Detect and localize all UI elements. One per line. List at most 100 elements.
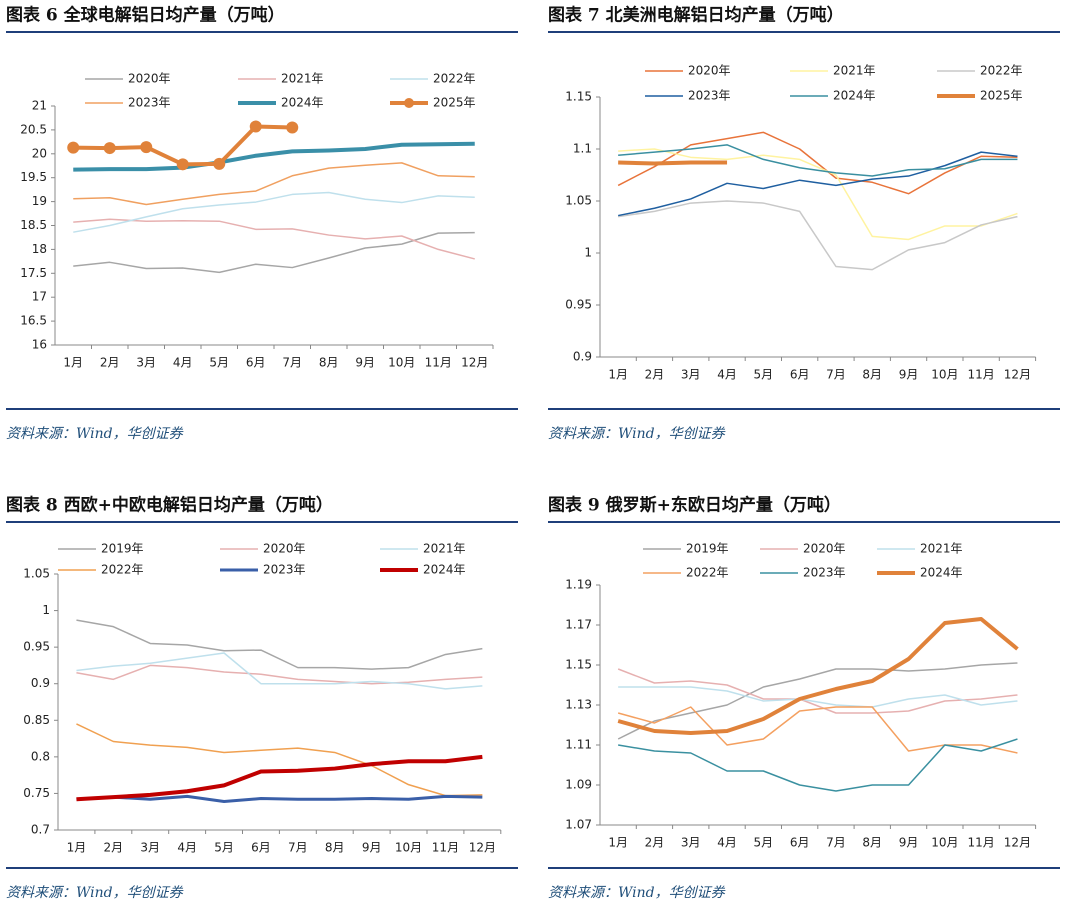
- series-line: [617, 662, 1018, 740]
- x-tick-label: 8月: [325, 841, 345, 855]
- x-tick-label: 3月: [136, 356, 156, 370]
- legend-label: 2025年: [980, 89, 1023, 103]
- x-tick-label: 6月: [790, 368, 810, 382]
- legend-label: 2022年: [980, 64, 1023, 78]
- y-tick-label: 16: [32, 338, 47, 352]
- x-tick-label: 6月: [246, 356, 266, 370]
- source-note: 资料来源：Wind，华创证券: [548, 885, 726, 901]
- chart-title: 图表 9 俄罗斯+东欧日均产量（万吨）: [548, 495, 841, 516]
- y-tick-label: 1.11: [565, 738, 592, 752]
- legend-label: 2021年: [423, 542, 466, 556]
- x-tick-label: 12月: [469, 841, 496, 855]
- legend-label: 2024年: [833, 89, 876, 103]
- series-line: [617, 131, 1018, 195]
- y-tick-label: 1.1: [573, 142, 592, 156]
- legend-label: 2025年: [433, 96, 476, 110]
- legend-label: 2022年: [101, 563, 144, 577]
- x-tick-label: 12月: [461, 356, 488, 370]
- y-tick-label: 17.5: [20, 266, 47, 280]
- chart-title: 图表 8 西欧+中欧电解铝日均产量（万吨）: [6, 495, 333, 516]
- x-tick-label: 6月: [251, 841, 271, 855]
- y-tick-label: 0.75: [23, 786, 50, 800]
- series-line: [618, 160, 728, 166]
- series-line: [618, 200, 1018, 271]
- y-tick-label: 21: [32, 99, 47, 113]
- x-tick-label: 3月: [681, 836, 701, 850]
- series-line: [618, 738, 1018, 792]
- series-line: [73, 231, 475, 274]
- legend-label: 2021年: [281, 72, 324, 86]
- series-line: [76, 754, 483, 802]
- y-tick-label: 1.05: [565, 194, 592, 208]
- y-tick-label: 1.09: [565, 778, 592, 792]
- x-tick-label: 11月: [425, 356, 452, 370]
- series-line: [73, 218, 475, 260]
- x-tick-label: 9月: [899, 368, 919, 382]
- y-tick-label: 20.5: [20, 122, 47, 136]
- x-tick-label: 7月: [826, 836, 846, 850]
- y-tick-label: 0.85: [23, 713, 50, 727]
- x-tick-label: 11月: [968, 368, 995, 382]
- legend-label: 2023年: [688, 89, 731, 103]
- x-tick-label: 5月: [754, 836, 774, 850]
- y-tick-label: 1.05: [23, 567, 50, 581]
- series-line: [73, 191, 475, 233]
- legend-label: 2020年: [128, 72, 171, 86]
- x-tick-label: 4月: [717, 836, 737, 850]
- y-tick-label: 1.15: [565, 658, 592, 672]
- x-tick-label: 6月: [790, 836, 810, 850]
- y-tick-label: 20: [32, 146, 47, 160]
- y-tick-label: 1.15: [565, 90, 592, 104]
- y-tick-label: 1: [42, 603, 50, 617]
- y-tick-label: 16.5: [20, 314, 47, 328]
- x-tick-label: 10月: [931, 836, 958, 850]
- series-line: [617, 668, 1018, 714]
- x-tick-label: 10月: [388, 356, 415, 370]
- y-tick-label: 0.95: [565, 298, 592, 312]
- x-tick-label: 3月: [140, 841, 160, 855]
- x-tick-label: 10月: [395, 841, 422, 855]
- y-tick-label: 19.5: [20, 170, 47, 184]
- x-tick-label: 3月: [681, 368, 701, 382]
- x-tick-label: 1月: [608, 836, 628, 850]
- series-line: [618, 151, 1018, 217]
- x-tick-label: 4月: [173, 356, 193, 370]
- x-tick-label: 2月: [100, 356, 120, 370]
- series-line: [73, 141, 475, 172]
- x-tick-label: 9月: [899, 836, 919, 850]
- source-note: 资料来源：Wind，华创证券: [548, 426, 726, 442]
- legend-label: 2022年: [686, 566, 729, 580]
- legend-label: 2024年: [423, 563, 466, 577]
- y-tick-label: 0.9: [31, 676, 50, 690]
- legend-label: 2020年: [263, 542, 306, 556]
- y-tick-label: 1.17: [565, 618, 592, 632]
- y-tick-label: 0.9: [573, 350, 592, 364]
- x-tick-label: 5月: [214, 841, 234, 855]
- x-tick-label: 2月: [104, 841, 124, 855]
- x-tick-label: 5月: [209, 356, 229, 370]
- point: [103, 142, 116, 155]
- legend-label: 2023年: [128, 96, 171, 110]
- legend-label: 2020年: [803, 542, 846, 556]
- legend-label: 2024年: [920, 566, 963, 580]
- legend-label: 2020年: [688, 64, 731, 78]
- y-tick-label: 0.8: [31, 749, 50, 763]
- series-line: [73, 162, 475, 206]
- x-tick-label: 2月: [645, 836, 665, 850]
- legend-label: 2024年: [281, 96, 324, 110]
- legend-label: 2019年: [101, 542, 144, 556]
- y-tick-label: 19: [32, 194, 47, 208]
- y-tick-label: 0.7: [31, 823, 50, 837]
- y-tick-label: 1.07: [565, 818, 592, 832]
- x-tick-label: 8月: [862, 368, 882, 382]
- x-tick-label: 7月: [282, 356, 302, 370]
- x-tick-label: 9月: [355, 356, 375, 370]
- x-tick-label: 8月: [319, 356, 339, 370]
- x-tick-label: 4月: [177, 841, 197, 855]
- legend-label: 2023年: [263, 563, 306, 577]
- point: [249, 120, 262, 133]
- point: [67, 141, 80, 154]
- legend-label: 2021年: [833, 64, 876, 78]
- series-line: [76, 723, 483, 797]
